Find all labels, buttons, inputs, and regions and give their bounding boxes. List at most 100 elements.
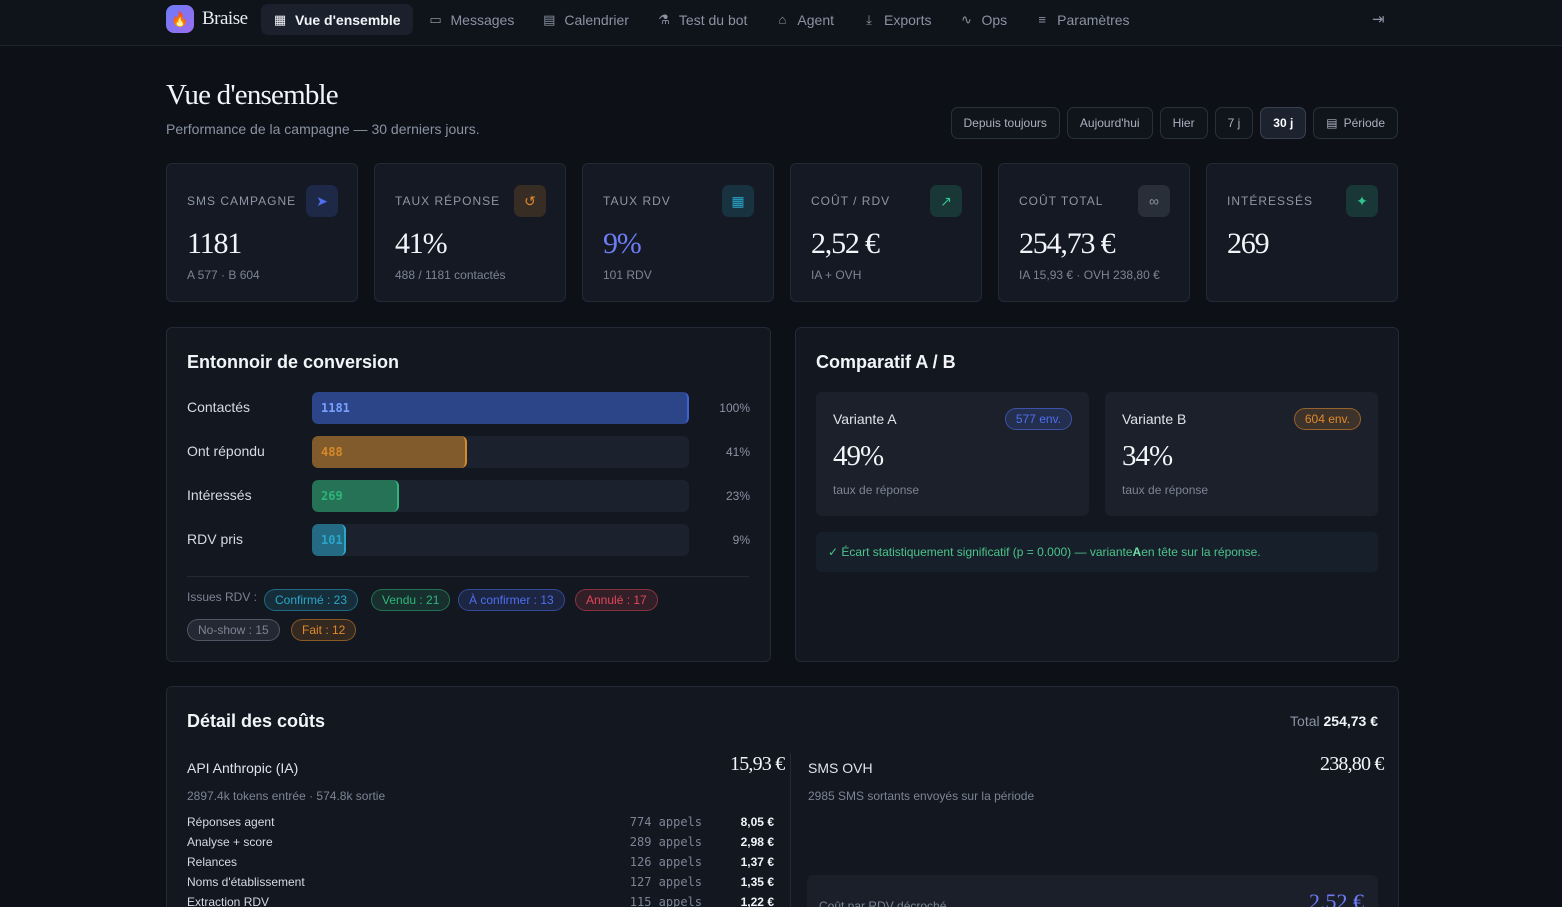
logout-icon[interactable]: ⇥ [1372, 11, 1385, 28]
cost-line-amount: 1,37 € [740, 855, 774, 869]
funnel-row: Intéressés 269 23% [187, 480, 750, 512]
funnel-value: 1181 [321, 401, 350, 415]
issue-chip-cancelled[interactable]: Annulé : 17 [575, 589, 658, 611]
cost-line-name: Analyse + score [187, 835, 273, 849]
issue-chip-done[interactable]: Fait : 12 [291, 619, 357, 641]
activity-icon: ∿ [961, 11, 972, 27]
nav-item-label: Calendrier [564, 11, 629, 28]
variant-sub: taux de réponse [1122, 483, 1209, 497]
issue-chip-no-show[interactable]: No-show : 15 [187, 619, 280, 641]
ab-title: Comparatif A / B [816, 352, 956, 372]
cost-line-name: Noms d'établissement [187, 875, 305, 889]
kpi-sub: 488 / 1181 contactés [395, 268, 506, 282]
significance-banner: ✓ Écart statistiquement significatif (p … [816, 532, 1378, 572]
kpi-value: 254,73 € [1019, 227, 1116, 260]
filter-30-days[interactable]: 30 j [1260, 107, 1307, 139]
cost-line-calls: 774 appels [629, 815, 702, 829]
sliders-icon: ≡ [1038, 12, 1046, 27]
kpi-card-interested: INTÉRESSÉS ✦ 269 [1206, 163, 1398, 302]
calendar-icon: ▤ [543, 11, 556, 27]
nav-item-calendar[interactable]: ▤ Calendrier [530, 4, 641, 35]
cost-line: Relances 126 appels 1,37 € [187, 853, 774, 873]
kpi-label: TAUX RÉPONSE [395, 194, 501, 208]
funnel-bar [312, 480, 399, 512]
cost-api-amount: 15,93 € [730, 753, 785, 775]
issue-chip-to-confirm[interactable]: À confirmer : 13 [458, 589, 565, 611]
funnel-track: 269 [312, 480, 689, 512]
kpi-value: 1181 [187, 227, 242, 260]
variant-name: Variante B [1122, 411, 1187, 427]
variant-badge: 604 env. [1293, 408, 1361, 430]
page-subtitle: Performance de la campagne — 30 derniers… [166, 121, 480, 137]
cost-line-calls: 289 appels [629, 835, 702, 849]
funnel-percent: 9% [732, 533, 750, 547]
cost-line: Noms d'établissement 127 appels 1,35 € [187, 873, 774, 893]
filter-all-time[interactable]: Depuis toujours [950, 107, 1060, 139]
cost-line-amount: 1,22 € [740, 895, 774, 907]
funnel-value: 269 [321, 489, 343, 503]
funnel-percent: 41% [725, 445, 750, 459]
brand-name: Braise [202, 8, 248, 29]
funnel-panel: Entonnoir de conversion Contactés 1181 1… [166, 327, 771, 662]
nav-item-label: Paramètres [1057, 11, 1130, 28]
funnel-row: RDV pris 101 9% [187, 524, 750, 556]
nav-item-overview[interactable]: ▦ Vue d'ensemble [261, 4, 413, 35]
significance-text: ✓ Écart statistiquement significatif (p … [828, 545, 1133, 559]
cost-line-calls: 115 appels [629, 895, 702, 907]
filter-7-days[interactable]: 7 j [1214, 107, 1254, 139]
issue-chip-sold[interactable]: Vendu : 21 [371, 589, 451, 611]
kpi-sub: IA 15,93 € · OVH 238,80 € [1019, 268, 1160, 282]
kpi-value: 2,52 € [811, 227, 880, 260]
kpi-card-sms: SMS CAMPAGNE ➤ 1181 A 577 · B 604 [166, 163, 358, 302]
nav-item-settings[interactable]: ≡ Paramètres [1023, 4, 1141, 35]
cost-line: Réponses agent 774 appels 8,05 € [187, 813, 774, 833]
brand[interactable]: 🔥 Braise [166, 5, 248, 33]
calendar-icon: ▤ [1326, 116, 1338, 130]
cost-line-amount: 2,98 € [740, 835, 774, 849]
nav-item-exports[interactable]: ⤓ Exports [850, 4, 943, 35]
divider [187, 576, 749, 577]
cost-line-name: Extraction RDV [187, 895, 270, 907]
flask-icon: ⚗ [658, 11, 670, 27]
cost-line: Extraction RDV 115 appels 1,22 € [187, 893, 774, 907]
kpi-label: TAUX RDV [603, 194, 671, 208]
variant-value: 49% [833, 440, 884, 472]
funnel-track: 488 [312, 436, 689, 468]
page-title: Vue d'ensemble [166, 79, 339, 111]
nav-item-bot-test[interactable]: ⚗ Test du bot [645, 4, 760, 35]
funnel-row: Ont répondu 488 41% [187, 436, 750, 468]
robot-icon: ⌂ [778, 12, 787, 27]
filter-period[interactable]: ▤ Période [1313, 107, 1398, 139]
variant-badge: 577 env. [1004, 408, 1072, 430]
nav-item-label: Exports [884, 11, 932, 28]
nav-item-ops[interactable]: ∿ Ops [947, 4, 1019, 35]
nav-item-agent[interactable]: ⌂ Agent [763, 4, 846, 35]
cost-line-calls: 127 appels [629, 875, 702, 889]
variant-name: Variante A [833, 411, 897, 427]
sparkles-icon: ✦ [1346, 185, 1378, 217]
date-filters: Depuis toujours Aujourd'hui Hier 7 j 30 … [950, 107, 1398, 139]
cost-sms-desc: 2985 SMS sortants envoyés sur la période [808, 789, 1035, 803]
nav-item-label: Messages [450, 11, 515, 28]
trending-up-icon: ↗ [930, 185, 962, 217]
cost-line-name: Relances [187, 855, 238, 869]
kpi-sub: 101 RDV [603, 268, 652, 282]
funnel-value: 101 [321, 533, 343, 547]
funnel-bar [312, 392, 689, 424]
cost-sms-amount: 238,80 € [1320, 753, 1384, 775]
cost-total-label: Total [1290, 713, 1320, 729]
funnel-percent: 23% [725, 489, 750, 503]
cost-line-name: Réponses agent [187, 815, 275, 829]
funnel-title: Entonnoir de conversion [187, 352, 400, 372]
filter-yesterday[interactable]: Hier [1159, 107, 1208, 139]
send-icon: ➤ [306, 185, 338, 217]
funnel-value: 488 [321, 445, 343, 459]
kpi-card-rdv-rate: TAUX RDV ▦ 9% 101 RDV [582, 163, 774, 302]
nav-item-messages[interactable]: ▭ Messages [417, 4, 527, 35]
filter-today[interactable]: Aujourd'hui [1066, 107, 1153, 139]
cost-sms-name: SMS OVH [808, 760, 873, 776]
kpi-label: INTÉRESSÉS [1227, 194, 1314, 208]
issue-chip-confirmed[interactable]: Confirmé : 23 [264, 589, 359, 611]
nav-item-label: Test du bot [678, 11, 748, 28]
flame-icon: 🔥 [166, 5, 194, 33]
